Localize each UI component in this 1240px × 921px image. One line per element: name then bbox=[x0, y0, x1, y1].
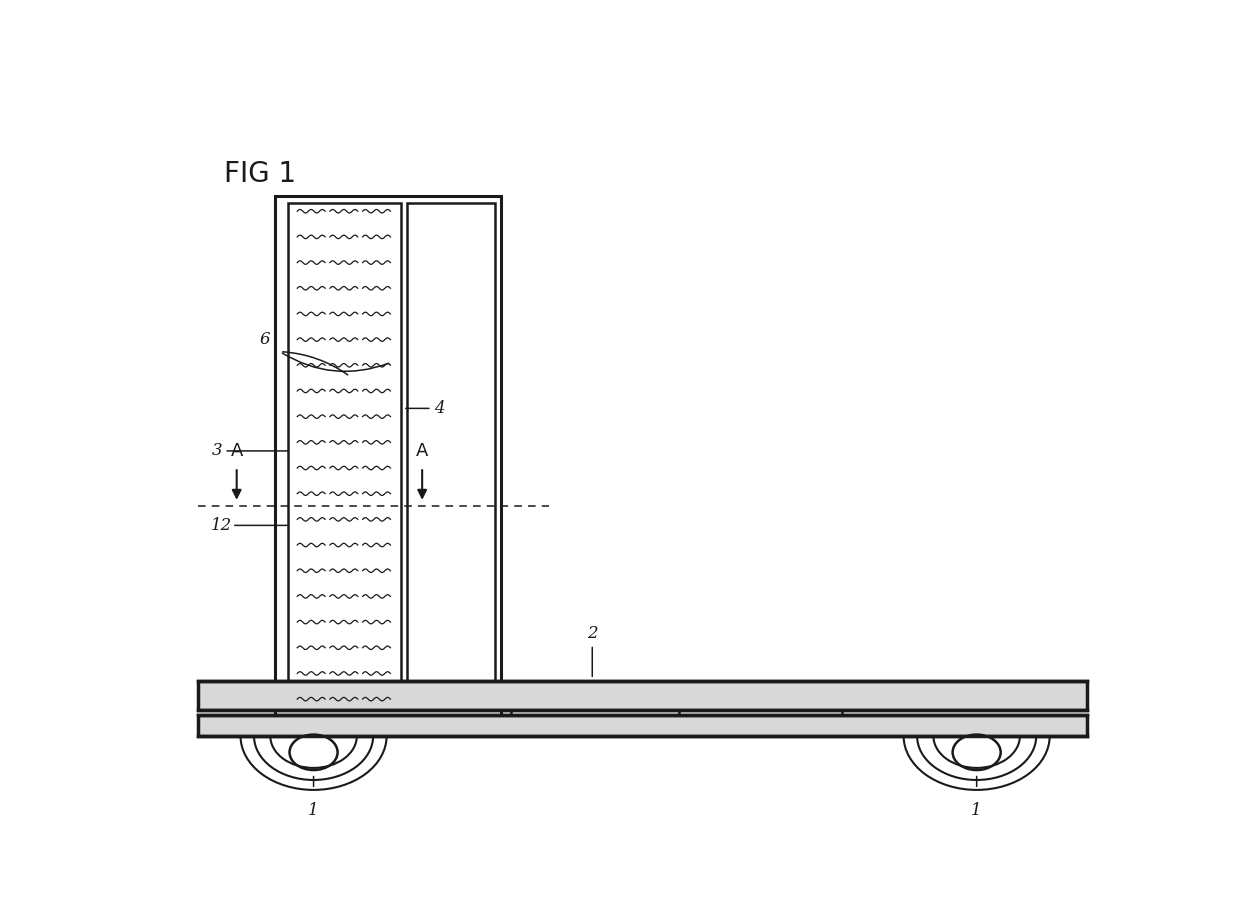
Circle shape bbox=[289, 735, 337, 770]
Text: 2: 2 bbox=[587, 625, 598, 643]
Circle shape bbox=[952, 735, 1001, 770]
Bar bbox=[275, 195, 501, 717]
Text: A: A bbox=[415, 442, 428, 460]
Bar bbox=[407, 203, 495, 707]
Text: FIG 1: FIG 1 bbox=[224, 160, 296, 188]
Text: 3: 3 bbox=[212, 442, 222, 460]
Text: 1: 1 bbox=[971, 802, 982, 819]
Text: 4: 4 bbox=[434, 400, 444, 417]
Bar bbox=[198, 715, 1087, 736]
Text: 1: 1 bbox=[309, 802, 319, 819]
Text: 12: 12 bbox=[211, 517, 232, 534]
Text: 6: 6 bbox=[259, 331, 270, 348]
Text: A: A bbox=[231, 442, 243, 460]
Bar bbox=[198, 682, 1087, 710]
Bar bbox=[288, 203, 401, 707]
